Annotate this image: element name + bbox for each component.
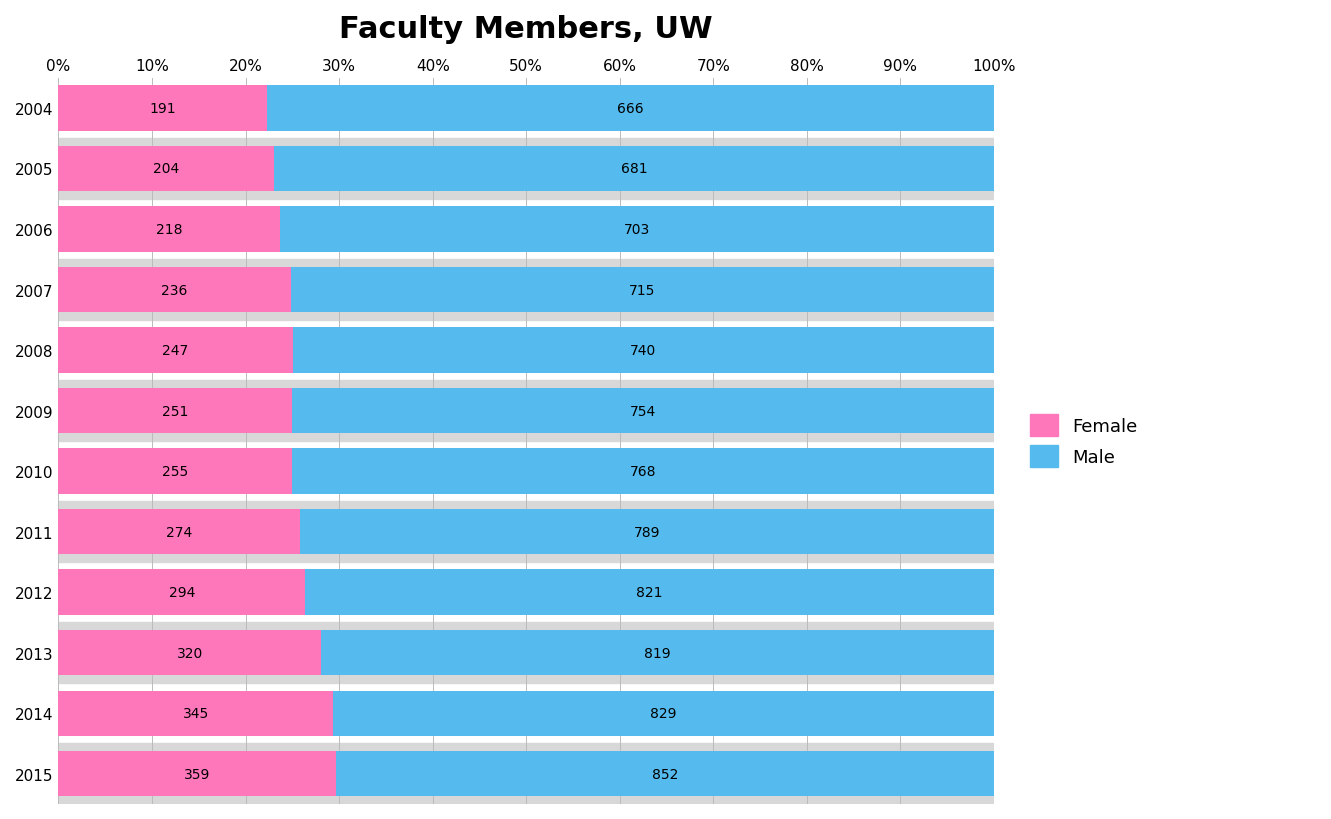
Text: 294: 294: [169, 586, 196, 600]
Bar: [59, 260, 994, 320]
Title: Faculty Members, UW: Faculty Members, UW: [339, 15, 713, 44]
Bar: [59, 388, 291, 434]
Bar: [59, 630, 321, 676]
Bar: [305, 570, 994, 615]
Bar: [335, 751, 994, 796]
Text: 204: 204: [153, 162, 180, 176]
Text: 703: 703: [624, 223, 650, 237]
Text: 681: 681: [620, 162, 647, 176]
Bar: [293, 328, 994, 373]
Text: 345: 345: [182, 706, 209, 721]
Text: 829: 829: [651, 706, 677, 721]
Bar: [334, 690, 994, 736]
Bar: [59, 622, 994, 683]
Text: 740: 740: [630, 344, 656, 358]
Bar: [59, 690, 334, 736]
Bar: [59, 147, 274, 192]
Bar: [290, 268, 994, 313]
Bar: [59, 139, 994, 200]
Bar: [274, 147, 994, 192]
Bar: [59, 381, 994, 441]
Bar: [59, 449, 291, 494]
Bar: [59, 509, 299, 554]
Text: 251: 251: [162, 404, 189, 418]
Text: 255: 255: [162, 464, 188, 478]
Bar: [59, 744, 994, 804]
Text: 191: 191: [149, 102, 176, 115]
Text: 359: 359: [184, 767, 210, 781]
Text: 754: 754: [630, 404, 656, 418]
Text: 819: 819: [644, 646, 671, 660]
Text: 320: 320: [177, 646, 204, 660]
Text: 218: 218: [156, 223, 182, 237]
Bar: [299, 509, 994, 554]
Legend: Female, Male: Female, Male: [1013, 396, 1155, 486]
Text: 236: 236: [161, 283, 188, 297]
Bar: [291, 449, 994, 494]
Bar: [59, 328, 293, 373]
Text: 789: 789: [634, 525, 660, 539]
Text: 768: 768: [630, 464, 656, 478]
Bar: [291, 388, 994, 434]
Text: 666: 666: [618, 102, 644, 115]
Bar: [59, 502, 994, 562]
Bar: [59, 86, 268, 132]
Bar: [280, 207, 994, 252]
Text: 247: 247: [162, 344, 189, 358]
Text: 715: 715: [630, 283, 656, 297]
Bar: [59, 751, 335, 796]
Text: 274: 274: [166, 525, 192, 539]
Text: 852: 852: [652, 767, 677, 781]
Bar: [59, 207, 280, 252]
Bar: [321, 630, 994, 676]
Bar: [59, 268, 290, 313]
Bar: [59, 570, 305, 615]
Text: 821: 821: [636, 586, 663, 600]
Bar: [268, 86, 994, 132]
